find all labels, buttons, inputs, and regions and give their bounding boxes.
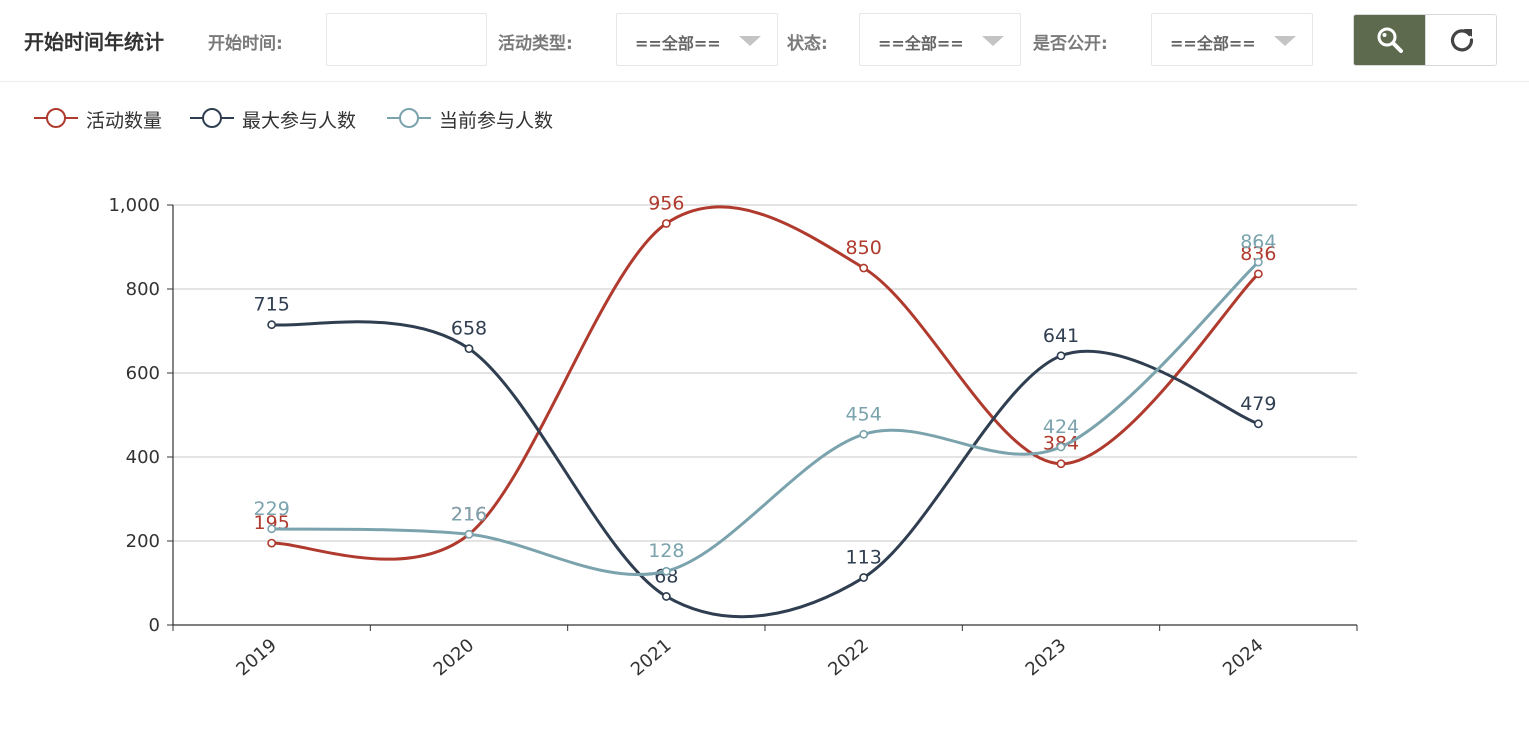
data-point[interactable] (661, 592, 671, 601)
data-point[interactable] (661, 566, 671, 576)
activity-type-value: ==全部== (635, 34, 721, 53)
data-point[interactable] (859, 573, 869, 582)
chevron-down-icon (1274, 36, 1296, 46)
data-label: 956 (648, 192, 684, 214)
search-button[interactable] (1354, 15, 1425, 65)
data-label: 216 (451, 503, 487, 525)
data-point[interactable] (859, 263, 869, 273)
data-point[interactable] (859, 429, 869, 439)
data-label: 454 (846, 403, 882, 425)
data-point[interactable] (464, 529, 474, 539)
filter-toolbar: 开始时间年统计 开始时间: 活动类型: ==全部== 状态: ==全部== 是否… (0, 0, 1529, 82)
data-point[interactable] (661, 219, 671, 228)
data-label: 229 (254, 498, 290, 520)
x-tick-label: 2024 (1219, 635, 1268, 681)
x-tick-label: 2021 (627, 635, 676, 681)
series-line (271, 261, 1260, 577)
data-point[interactable] (1253, 269, 1263, 279)
activity-type-label: 活动类型: (498, 34, 573, 54)
data-label: 216 (451, 503, 487, 525)
chevron-down-icon (982, 36, 1004, 46)
data-label: 864 (1240, 231, 1276, 253)
refresh-button[interactable] (1425, 15, 1496, 65)
data-label: 715 (254, 294, 290, 316)
y-tick-label: 1,000 (108, 195, 160, 216)
data-label: 641 (1043, 325, 1079, 347)
legend-label: 活动数量 (86, 110, 163, 132)
public-value: ==全部== (1170, 34, 1256, 53)
data-label: 424 (1043, 416, 1079, 438)
legend-circle-icon (202, 108, 222, 128)
data-point[interactable] (267, 320, 277, 330)
activity-type-select[interactable]: ==全部== (616, 13, 778, 66)
action-button-group (1353, 14, 1497, 66)
data-label: 113 (846, 547, 882, 569)
status-value: ==全部== (878, 34, 964, 53)
x-tick-label: 2020 (430, 635, 479, 681)
data-label: 479 (1240, 393, 1276, 415)
refresh-icon (1450, 29, 1473, 52)
y-tick-label: 800 (126, 279, 160, 300)
legend-label: 最大参与人数 (242, 110, 357, 132)
data-point[interactable] (267, 538, 277, 548)
y-tick-label: 400 (126, 447, 160, 468)
line-chart: 0 200 400 600 800 1,000 2019 2020 2021 2022 2023 20… (108, 192, 1358, 681)
series-line (271, 320, 1259, 619)
series-current-participants: 229 216 128 454 424 864 (254, 231, 1276, 577)
data-point[interactable] (1056, 351, 1066, 361)
status-select[interactable]: ==全部== (859, 13, 1021, 66)
data-point[interactable] (1056, 459, 1066, 469)
data-label: 128 (648, 540, 684, 562)
y-tick-label: 200 (126, 531, 160, 552)
public-select[interactable]: ==全部== (1151, 13, 1313, 66)
data-label: 658 (451, 318, 487, 340)
data-label: 850 (846, 237, 882, 259)
data-point[interactable] (1253, 419, 1263, 429)
legend-circle-icon (399, 108, 419, 128)
data-point[interactable] (464, 344, 474, 354)
x-tick-label: 2023 (1022, 635, 1071, 681)
y-tick-label: 0 (149, 615, 160, 636)
series-line (271, 205, 1260, 561)
data-point[interactable] (1253, 257, 1263, 267)
chevron-down-icon (739, 36, 761, 46)
legend-circle-icon (46, 108, 66, 128)
x-tick-label: 2019 (232, 635, 281, 681)
page-title: 开始时间年统计 (24, 30, 164, 54)
y-tick-label: 600 (126, 363, 160, 384)
search-icon (1377, 27, 1403, 53)
data-point[interactable] (267, 524, 277, 534)
x-tick-label: 2022 (824, 635, 873, 681)
data-point[interactable] (1056, 442, 1066, 452)
public-label: 是否公开: (1033, 34, 1108, 54)
status-label: 状态: (787, 34, 828, 54)
legend-label: 当前参与人数 (439, 110, 554, 132)
start-time-input[interactable] (326, 13, 487, 66)
start-time-label: 开始时间: (208, 34, 283, 54)
data-label: 836 (1240, 243, 1276, 265)
